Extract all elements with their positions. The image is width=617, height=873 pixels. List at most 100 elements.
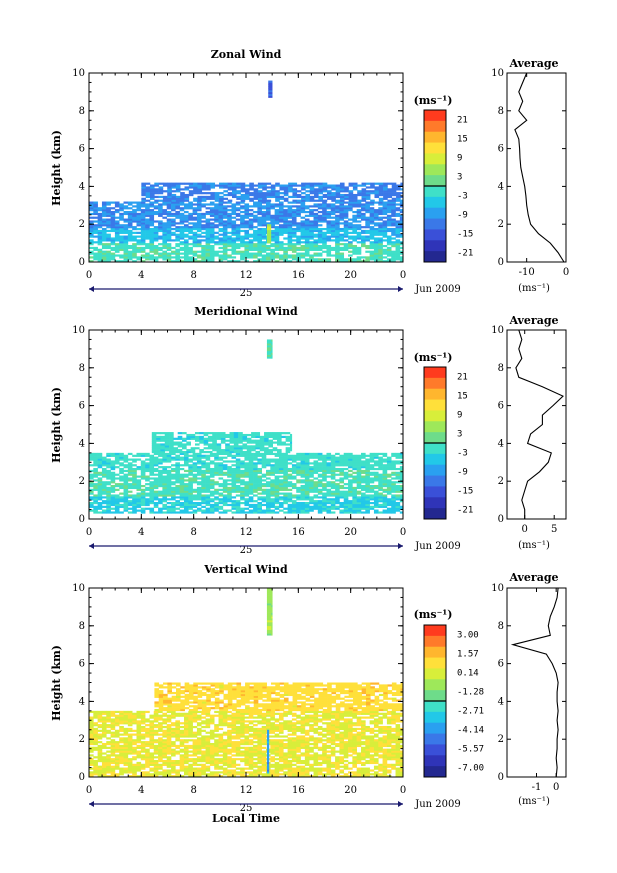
heatmap-cell (369, 210, 375, 214)
heatmap-cell (244, 458, 250, 461)
heatmap-cell (296, 193, 302, 197)
heatmap-cell (391, 212, 396, 216)
heatmap-cell (289, 441, 293, 444)
heatmap-cell (114, 509, 120, 512)
colorbar-swatch (424, 186, 446, 198)
heatmap-cell (162, 203, 168, 206)
heatmap-cell (305, 195, 311, 199)
heatmap-cell (205, 233, 211, 236)
heatmap-cell (188, 466, 193, 469)
heatmap-cell (369, 471, 375, 474)
heatmap-cell (300, 481, 306, 484)
heatmap-cell (110, 494, 116, 497)
heatmap-cell (183, 494, 189, 497)
heatmap-cell (317, 241, 323, 244)
colorbar-unit: (ms⁻¹) (414, 351, 453, 364)
heatmap-cell (343, 243, 349, 246)
heatmap-cell (365, 222, 370, 225)
heatmap-cell (140, 229, 146, 233)
heatmap-cell (304, 488, 310, 491)
heatmap-cell (304, 509, 310, 512)
heatmap-cell (278, 220, 284, 223)
heatmap-cell (140, 498, 146, 501)
heatmap-cell (386, 503, 392, 507)
heatmap-cell (227, 460, 232, 463)
heatmap-cell (283, 248, 288, 251)
heatmap-cell (322, 209, 327, 212)
heatmap-cell (140, 210, 146, 214)
heatmap-cell (369, 214, 375, 217)
heatmap-cell (196, 201, 202, 204)
heatmap-cell (399, 246, 404, 250)
heatmap-cell (330, 227, 336, 231)
heatmap-cell (196, 507, 202, 510)
heatmap-cell (140, 233, 146, 236)
heatmap-cell (304, 486, 310, 490)
heatmap-cell (89, 716, 94, 719)
heatmap-cell (278, 229, 284, 233)
heatmap-cell (114, 511, 120, 514)
heatmap-cell (209, 229, 215, 233)
heatmap-cell (127, 477, 133, 480)
heatmap-cell (365, 205, 370, 208)
heatmap-cell (261, 254, 267, 257)
heatmap-cell (322, 235, 327, 238)
heatmap-cell (209, 250, 215, 253)
heatmap-cell (196, 239, 202, 242)
heatmap-cell (248, 486, 254, 490)
heatmap-cell (171, 509, 176, 512)
heatmap-cell (136, 250, 142, 253)
heatmap-cell (110, 720, 116, 723)
heatmap-cell (231, 460, 237, 463)
heatmap-cell (145, 192, 151, 195)
heatmap-cell (235, 231, 241, 234)
heatmap-cell (270, 250, 275, 253)
heatmap-cell (352, 224, 357, 227)
heatmap-cell (300, 503, 306, 507)
heatmap-cell (348, 231, 353, 234)
heatmap-cell (382, 501, 388, 505)
heatmap-cell (283, 190, 289, 193)
heatmap-cell (97, 503, 103, 507)
heatmap-cell (140, 460, 146, 463)
heatmap-cell (330, 498, 336, 501)
heatmap-cell (391, 467, 396, 471)
heatmap-cell (196, 233, 202, 236)
heatmap-cell (114, 222, 120, 225)
heatmap-cell (287, 214, 293, 217)
heatmap-cell (322, 182, 328, 185)
heatmap-cell (278, 467, 284, 471)
heatmap-cell (175, 248, 180, 251)
heatmap-cell (356, 233, 362, 236)
heatmap-cell (164, 439, 170, 442)
heatmap-cell (287, 498, 293, 501)
heatmap-cell (291, 460, 297, 463)
heatmap-cell (93, 209, 98, 212)
heatmap-cell (291, 505, 297, 508)
heatmap-cell (153, 460, 159, 463)
heatmap-cell (158, 252, 163, 255)
heatmap-cell (257, 184, 263, 187)
heatmap-cell (277, 439, 282, 442)
heatmap-cell (244, 210, 250, 214)
heatmap-cell (192, 454, 198, 457)
heatmap-cell (222, 488, 228, 491)
colorbar-tick-label: 21 (457, 116, 468, 126)
heatmap-cell (395, 207, 401, 210)
heatmap-cell (240, 498, 245, 501)
heatmap-cell (201, 500, 206, 503)
heatmap-cell (162, 454, 168, 457)
heatmap-cell (227, 452, 232, 456)
heatmap-cell (296, 466, 301, 469)
heatmap-cell (352, 203, 357, 206)
heatmap-cell (127, 507, 133, 510)
heatmap-cell (266, 490, 271, 493)
heatmap-cell (209, 231, 215, 234)
heatmap-cell (158, 210, 163, 214)
heatmap-cell (145, 210, 150, 214)
heatmap-cell (101, 222, 107, 225)
heatmap-cell (313, 222, 319, 225)
heatmap-cell (214, 220, 219, 223)
heatmap-cell (106, 469, 111, 473)
heatmap-cell (162, 511, 168, 514)
